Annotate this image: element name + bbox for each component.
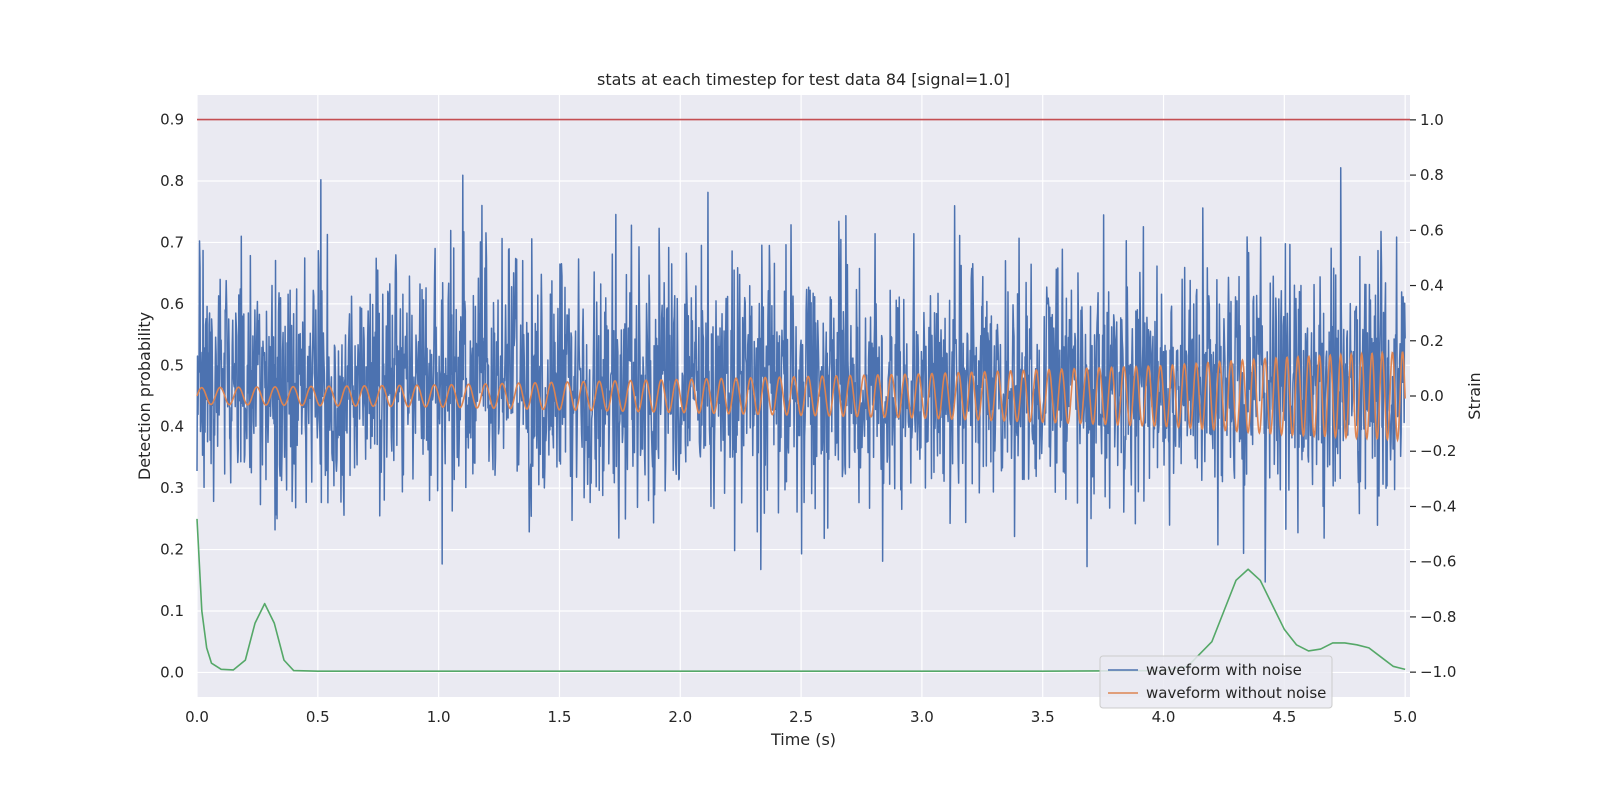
chart-title: stats at each timestep for test data 84 … xyxy=(597,70,1010,89)
x-tick-label: 4.0 xyxy=(1152,708,1176,726)
x-tick-label: 0.0 xyxy=(185,708,209,726)
y-left-tick-label: 0.3 xyxy=(160,479,184,497)
y-right-axis-label: Strain xyxy=(1465,372,1484,419)
x-axis-ticks: 0.0 0.5 1.0 1.5 2.0 2.5 3.0 3.5 4.0 4.5 5.0 xyxy=(185,708,1417,726)
y-right-tick-label: 0.8 xyxy=(1420,166,1444,184)
y-right-tick-label: −0.4 xyxy=(1420,497,1456,515)
x-tick-label: 2.0 xyxy=(668,708,692,726)
y-right-tick-label: 1.0 xyxy=(1420,111,1444,129)
legend-label-without-noise: waveform without noise xyxy=(1146,684,1326,702)
y-left-tick-label: 0.2 xyxy=(160,541,184,559)
y-left-tick-label: 0.7 xyxy=(160,233,184,251)
y-right-tick-label: −0.6 xyxy=(1420,553,1456,571)
y-left-tick-label: 0.5 xyxy=(160,356,184,374)
y-right-axis-ticks: −1.0 −0.8 −0.6 −0.4 −0.2 0.0 0.2 0.4 0.6 0.8 1.0 xyxy=(1410,111,1456,681)
y-left-tick-label: 0.0 xyxy=(160,663,184,681)
y-left-tick-label: 0.1 xyxy=(160,602,184,620)
x-tick-label: 3.5 xyxy=(1031,708,1055,726)
y-right-tick-label: −0.8 xyxy=(1420,608,1456,626)
y-right-tick-label: −1.0 xyxy=(1420,663,1456,681)
y-right-tick-label: −0.2 xyxy=(1420,442,1456,460)
legend-box xyxy=(1099,655,1333,709)
x-tick-label: 2.5 xyxy=(789,708,813,726)
x-tick-label: 5.0 xyxy=(1393,708,1417,726)
x-tick-label: 0.5 xyxy=(306,708,330,726)
legend-label-with-noise: waveform with noise xyxy=(1146,661,1302,679)
x-tick-label: 1.0 xyxy=(427,708,451,726)
legend: waveform with noise waveform without noi… xyxy=(1099,655,1333,709)
series-clean-waveform xyxy=(196,350,1406,443)
y-right-tick-label: 0.0 xyxy=(1420,387,1444,405)
y-right-tick-label: 0.6 xyxy=(1420,221,1444,239)
y-right-tick-label: 0.4 xyxy=(1420,277,1444,295)
x-tick-label: 3.0 xyxy=(910,708,934,726)
y-right-tick-label: 0.2 xyxy=(1420,332,1444,350)
y-left-tick-label: 0.8 xyxy=(160,172,184,190)
y-left-tick-label: 0.6 xyxy=(160,295,184,313)
y-left-axis-label: Detection probability xyxy=(135,312,154,480)
x-axis-label: Time (s) xyxy=(770,730,836,749)
y-left-tick-label: 0.4 xyxy=(160,418,184,436)
x-tick-label: 4.5 xyxy=(1272,708,1296,726)
y-left-axis-ticks: 0.0 0.1 0.2 0.3 0.4 0.5 0.6 0.7 0.8 0.9 xyxy=(160,111,184,682)
x-tick-label: 1.5 xyxy=(548,708,572,726)
y-left-tick-label: 0.9 xyxy=(160,111,184,129)
